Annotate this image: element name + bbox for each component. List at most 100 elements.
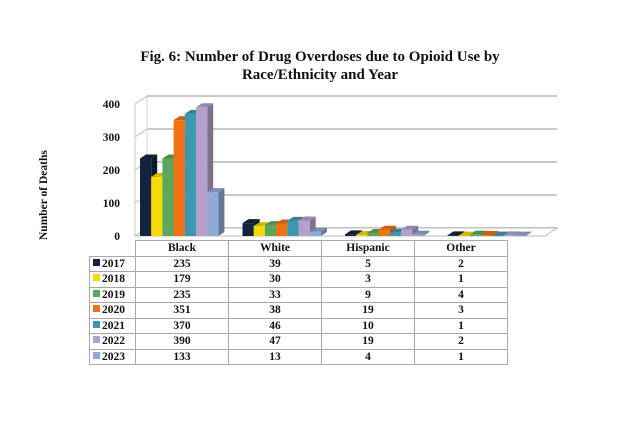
bar-front [514,235,526,237]
bar-white-2023 [309,227,327,236]
y-tick-label: 300 [103,132,121,144]
bar-top [287,216,305,221]
legend-label: 2021 [102,319,125,332]
bar-top [196,103,214,108]
bar-side [320,227,327,236]
bar-front [242,223,254,236]
table-row: 2017 235 39 5 2 [89,255,508,272]
bar-top [345,230,363,235]
data-label: 351 [135,302,229,319]
legend-label: 2022 [102,335,125,348]
data-label: 39 [228,255,322,272]
data-label: 30 [228,271,322,288]
bar-top [503,231,521,236]
data-label: 33 [228,286,322,303]
bar-side [218,188,225,236]
bar-top [492,231,510,236]
table-row: 2022 390 47 19 2 [89,333,508,350]
data-label: 370 [135,317,229,334]
bar-front [458,235,470,237]
legend-swatch [93,274,100,282]
bar-front [140,158,152,236]
data-label: 13 [228,348,322,365]
data-label: 390 [135,333,229,350]
legend-label: 2023 [102,350,125,363]
bar-top [253,222,271,227]
gridline-side [134,95,148,105]
data-label: 1 [414,271,508,288]
data-label: 1 [414,317,508,334]
data-label: 4 [414,286,508,303]
bar-top [514,231,532,236]
bar-top [309,227,327,232]
category-label: Hispanic [321,240,415,257]
table-row: 2023 133 13 4 1 [89,348,508,365]
bar-top [242,219,260,224]
data-label: 19 [321,333,415,350]
bar-top [207,188,225,193]
bar-hispanic-2023 [412,230,430,236]
legend-swatch [93,351,100,359]
data-label: 47 [228,333,322,350]
bar-top [298,216,316,221]
data-label: 235 [135,286,229,303]
bar-front [356,235,368,236]
legend-label: 2020 [102,304,125,317]
legend-key: 2023 [89,348,136,365]
legend-label: 2019 [102,288,125,301]
y-tick-label: 400 [103,99,121,111]
bars [140,103,532,237]
bar-side [423,230,430,236]
bar-front [287,220,299,236]
bar-front [503,235,515,236]
data-label: 235 [135,255,229,272]
data-label: 4 [321,348,415,365]
bar-top [412,230,430,235]
bar-front [207,192,219,236]
legend-swatch [93,320,100,328]
bar-top [469,230,488,235]
bar-front [173,120,185,236]
table-row: 2020 351 38 19 3 [89,302,508,319]
y-axis-ticks: 0 100 200 300 400 [103,99,121,243]
bar-front [196,107,208,236]
legend-label: 2018 [102,273,125,286]
data-label: 133 [135,348,229,365]
data-label: 9 [321,286,415,303]
chart-title-line-2: Race/Ethnicity and Year [241,67,399,83]
bar-front [162,158,174,236]
data-label: 5 [321,255,415,272]
bar-side [412,225,419,236]
legend-label: 2017 [102,257,125,270]
category-label: Other [414,240,508,257]
y-tick-label: 200 [103,165,121,177]
data-label: 2 [414,333,508,350]
chart-title-line-1: Fig. 6: Number of Drug Overdoses due to … [140,49,500,65]
bar-front [447,235,459,236]
bar-front [469,234,482,236]
data-label: 3 [414,302,508,319]
data-label: 46 [228,317,322,334]
chart-title: Fig. 6: Number of Drug Overdoses due to … [100,48,540,84]
data-label: 179 [135,271,229,288]
legend-swatch [93,258,100,266]
data-label: 2 [414,255,508,272]
bar-front [276,223,288,236]
legend-swatch [93,305,100,313]
bar-front [492,235,504,237]
legend-swatch [93,289,100,297]
data-label: 3 [321,271,415,288]
legend-key: 2021 [89,317,136,334]
table-corner [89,240,136,256]
bar-top [264,221,283,226]
y-tick-label: 0 [114,231,120,243]
bar-side [525,231,532,236]
table-row: 2018 179 30 3 1 [89,271,508,288]
bar-top [447,231,465,236]
bar-front [412,234,424,236]
bar-front [367,233,379,236]
table-row: 2019 235 33 9 4 [89,286,508,303]
legend-key: 2018 [89,271,136,288]
bar-top [140,154,158,159]
